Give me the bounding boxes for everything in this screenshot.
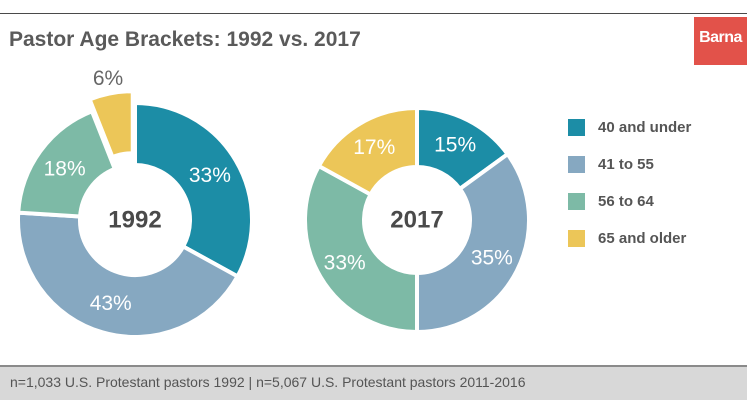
data-label-2017-65-and-older: 17%: [353, 136, 395, 159]
data-label-1992-41-to-55: 43%: [90, 292, 132, 315]
slice-2017-41-to-55: [415, 151, 531, 335]
slice-1992-65-and-older: [87, 89, 135, 160]
slice-1992-40-and-under: [133, 100, 254, 280]
data-label-2017-40-and-under: 15%: [434, 134, 476, 157]
footer: n=1,033 U.S. Protestant pastors 1992 | n…: [0, 365, 747, 400]
donut-charts: 33% 43% 18% 6% 1992 15% 35% 33% 17% 2017: [16, 67, 531, 339]
slice-2017-56-to-64: [303, 163, 419, 335]
legend-item-40-and-under: 40 and under: [568, 118, 691, 136]
legend-swatch-40-and-under: [568, 118, 585, 136]
data-label-1992-40-and-under: 33%: [189, 164, 231, 187]
chart-title: Pastor Age Brackets: 1992 vs. 2017: [9, 28, 361, 51]
center-label-1992: 1992: [108, 207, 161, 234]
legend-swatch-65-and-older: [568, 229, 585, 247]
data-label-1992-65-and-older: 6%: [93, 67, 123, 90]
legend-item-56-to-64: 56 to 64: [568, 192, 691, 210]
barna-logo: Barna: [694, 17, 747, 65]
data-label-2017-56-to-64: 33%: [324, 251, 366, 274]
legend-label: 41 to 55: [598, 155, 654, 173]
slice-2017-65-and-older: [316, 105, 419, 198]
legend-swatch-56-to-64: [568, 192, 585, 210]
donut-1992: 33% 43% 18% 6% 1992: [16, 67, 254, 339]
legend-label: 65 and older: [598, 229, 687, 247]
center-label-2017: 2017: [390, 207, 443, 234]
top-rule: [0, 13, 747, 14]
data-label-1992-56-to-64: 18%: [44, 157, 86, 180]
footer-note: n=1,033 U.S. Protestant pastors 1992 | n…: [10, 374, 526, 390]
legend-item-41-to-55: 41 to 55: [568, 155, 691, 173]
data-label-2017-41-to-55: 35%: [471, 247, 513, 270]
footer-rule: [0, 365, 747, 367]
slice-1992-41-to-55: [16, 210, 241, 339]
legend-label: 40 and under: [598, 118, 692, 136]
legend: 40 and under 41 to 55 56 to 64 65 and ol…: [568, 118, 691, 266]
legend-item-65-and-older: 65 and older: [568, 229, 691, 247]
slice-1992-56-to-64: [16, 108, 118, 219]
donut-2017: 15% 35% 33% 17% 2017: [303, 105, 531, 335]
legend-label: 56 to 64: [598, 192, 654, 210]
legend-swatch-41-to-55: [568, 155, 585, 173]
